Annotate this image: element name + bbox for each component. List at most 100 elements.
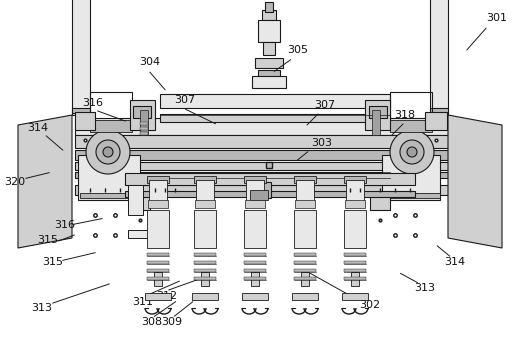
Circle shape — [103, 147, 113, 157]
Text: 307: 307 — [174, 95, 196, 105]
Bar — [301, 215, 309, 230]
Bar — [147, 261, 169, 264]
Text: 315: 315 — [37, 235, 58, 245]
Bar — [295, 200, 315, 208]
Bar — [242, 293, 268, 300]
Text: 314: 314 — [445, 257, 465, 267]
Bar — [258, 20, 280, 42]
Bar — [147, 176, 169, 183]
Bar — [195, 200, 215, 208]
Text: 313: 313 — [414, 283, 436, 293]
Bar — [292, 293, 318, 300]
Bar — [265, 2, 273, 12]
Bar — [430, 108, 448, 113]
Bar — [344, 269, 366, 272]
Bar — [294, 253, 316, 256]
Bar — [148, 200, 168, 208]
Bar — [301, 272, 309, 286]
Bar — [140, 132, 148, 135]
Bar — [425, 112, 447, 130]
Bar — [133, 106, 151, 118]
Bar — [430, 0, 448, 115]
Bar — [75, 185, 450, 195]
Bar — [294, 176, 316, 183]
Bar — [154, 215, 162, 230]
Bar — [75, 118, 450, 135]
Bar — [251, 215, 259, 230]
Circle shape — [96, 140, 120, 164]
Bar — [75, 162, 450, 170]
Circle shape — [407, 147, 417, 157]
Bar — [244, 210, 266, 248]
Bar — [160, 114, 390, 122]
Bar — [258, 70, 280, 78]
Bar — [194, 269, 216, 272]
Circle shape — [86, 130, 130, 174]
Bar — [244, 261, 266, 264]
Bar — [140, 110, 148, 135]
Bar — [90, 92, 132, 122]
Bar — [246, 180, 264, 205]
Bar — [370, 192, 390, 210]
Bar — [194, 261, 216, 264]
Bar — [80, 193, 138, 198]
Bar — [72, 108, 90, 113]
Bar — [128, 230, 158, 238]
Bar — [147, 277, 169, 280]
Bar — [344, 253, 366, 256]
Bar — [128, 185, 143, 215]
Text: 305: 305 — [288, 45, 308, 55]
Bar — [130, 192, 150, 210]
Bar — [252, 76, 286, 88]
Bar — [262, 10, 276, 20]
Text: 316: 316 — [55, 220, 75, 230]
Text: 312: 312 — [157, 291, 177, 301]
Text: 313: 313 — [32, 303, 53, 313]
Bar — [244, 176, 266, 183]
Text: 311: 311 — [133, 297, 153, 307]
Bar — [255, 58, 283, 68]
Bar — [294, 210, 316, 248]
Bar — [263, 42, 275, 55]
Bar — [154, 272, 162, 286]
Bar — [372, 110, 380, 135]
Bar — [382, 155, 440, 200]
Text: 318: 318 — [395, 110, 415, 120]
Bar — [160, 94, 390, 108]
Text: 304: 304 — [139, 57, 161, 67]
Bar — [140, 122, 148, 125]
Circle shape — [400, 140, 424, 164]
Bar — [192, 293, 218, 300]
Bar — [351, 215, 359, 230]
Bar — [90, 120, 132, 132]
Bar — [194, 176, 216, 183]
Bar — [72, 0, 90, 115]
Bar — [344, 261, 366, 264]
Text: 308: 308 — [141, 317, 163, 327]
Bar — [75, 112, 95, 130]
Bar — [344, 277, 366, 280]
Bar — [244, 253, 266, 256]
Bar — [125, 191, 415, 197]
Bar — [365, 100, 390, 130]
Bar — [147, 253, 169, 256]
Bar — [390, 92, 432, 122]
Bar — [251, 272, 259, 286]
Bar — [294, 261, 316, 264]
Bar — [342, 293, 368, 300]
Bar — [75, 150, 450, 160]
Text: 303: 303 — [311, 138, 332, 148]
Text: 302: 302 — [359, 300, 381, 310]
Bar — [294, 277, 316, 280]
Text: 320: 320 — [5, 177, 25, 187]
Bar — [201, 272, 209, 286]
Polygon shape — [448, 115, 502, 248]
Bar — [196, 180, 214, 205]
Bar — [247, 182, 271, 198]
Bar — [140, 127, 148, 130]
Circle shape — [390, 130, 434, 174]
Bar — [194, 210, 216, 248]
Bar — [244, 269, 266, 272]
Bar — [78, 155, 140, 200]
Bar — [194, 277, 216, 280]
